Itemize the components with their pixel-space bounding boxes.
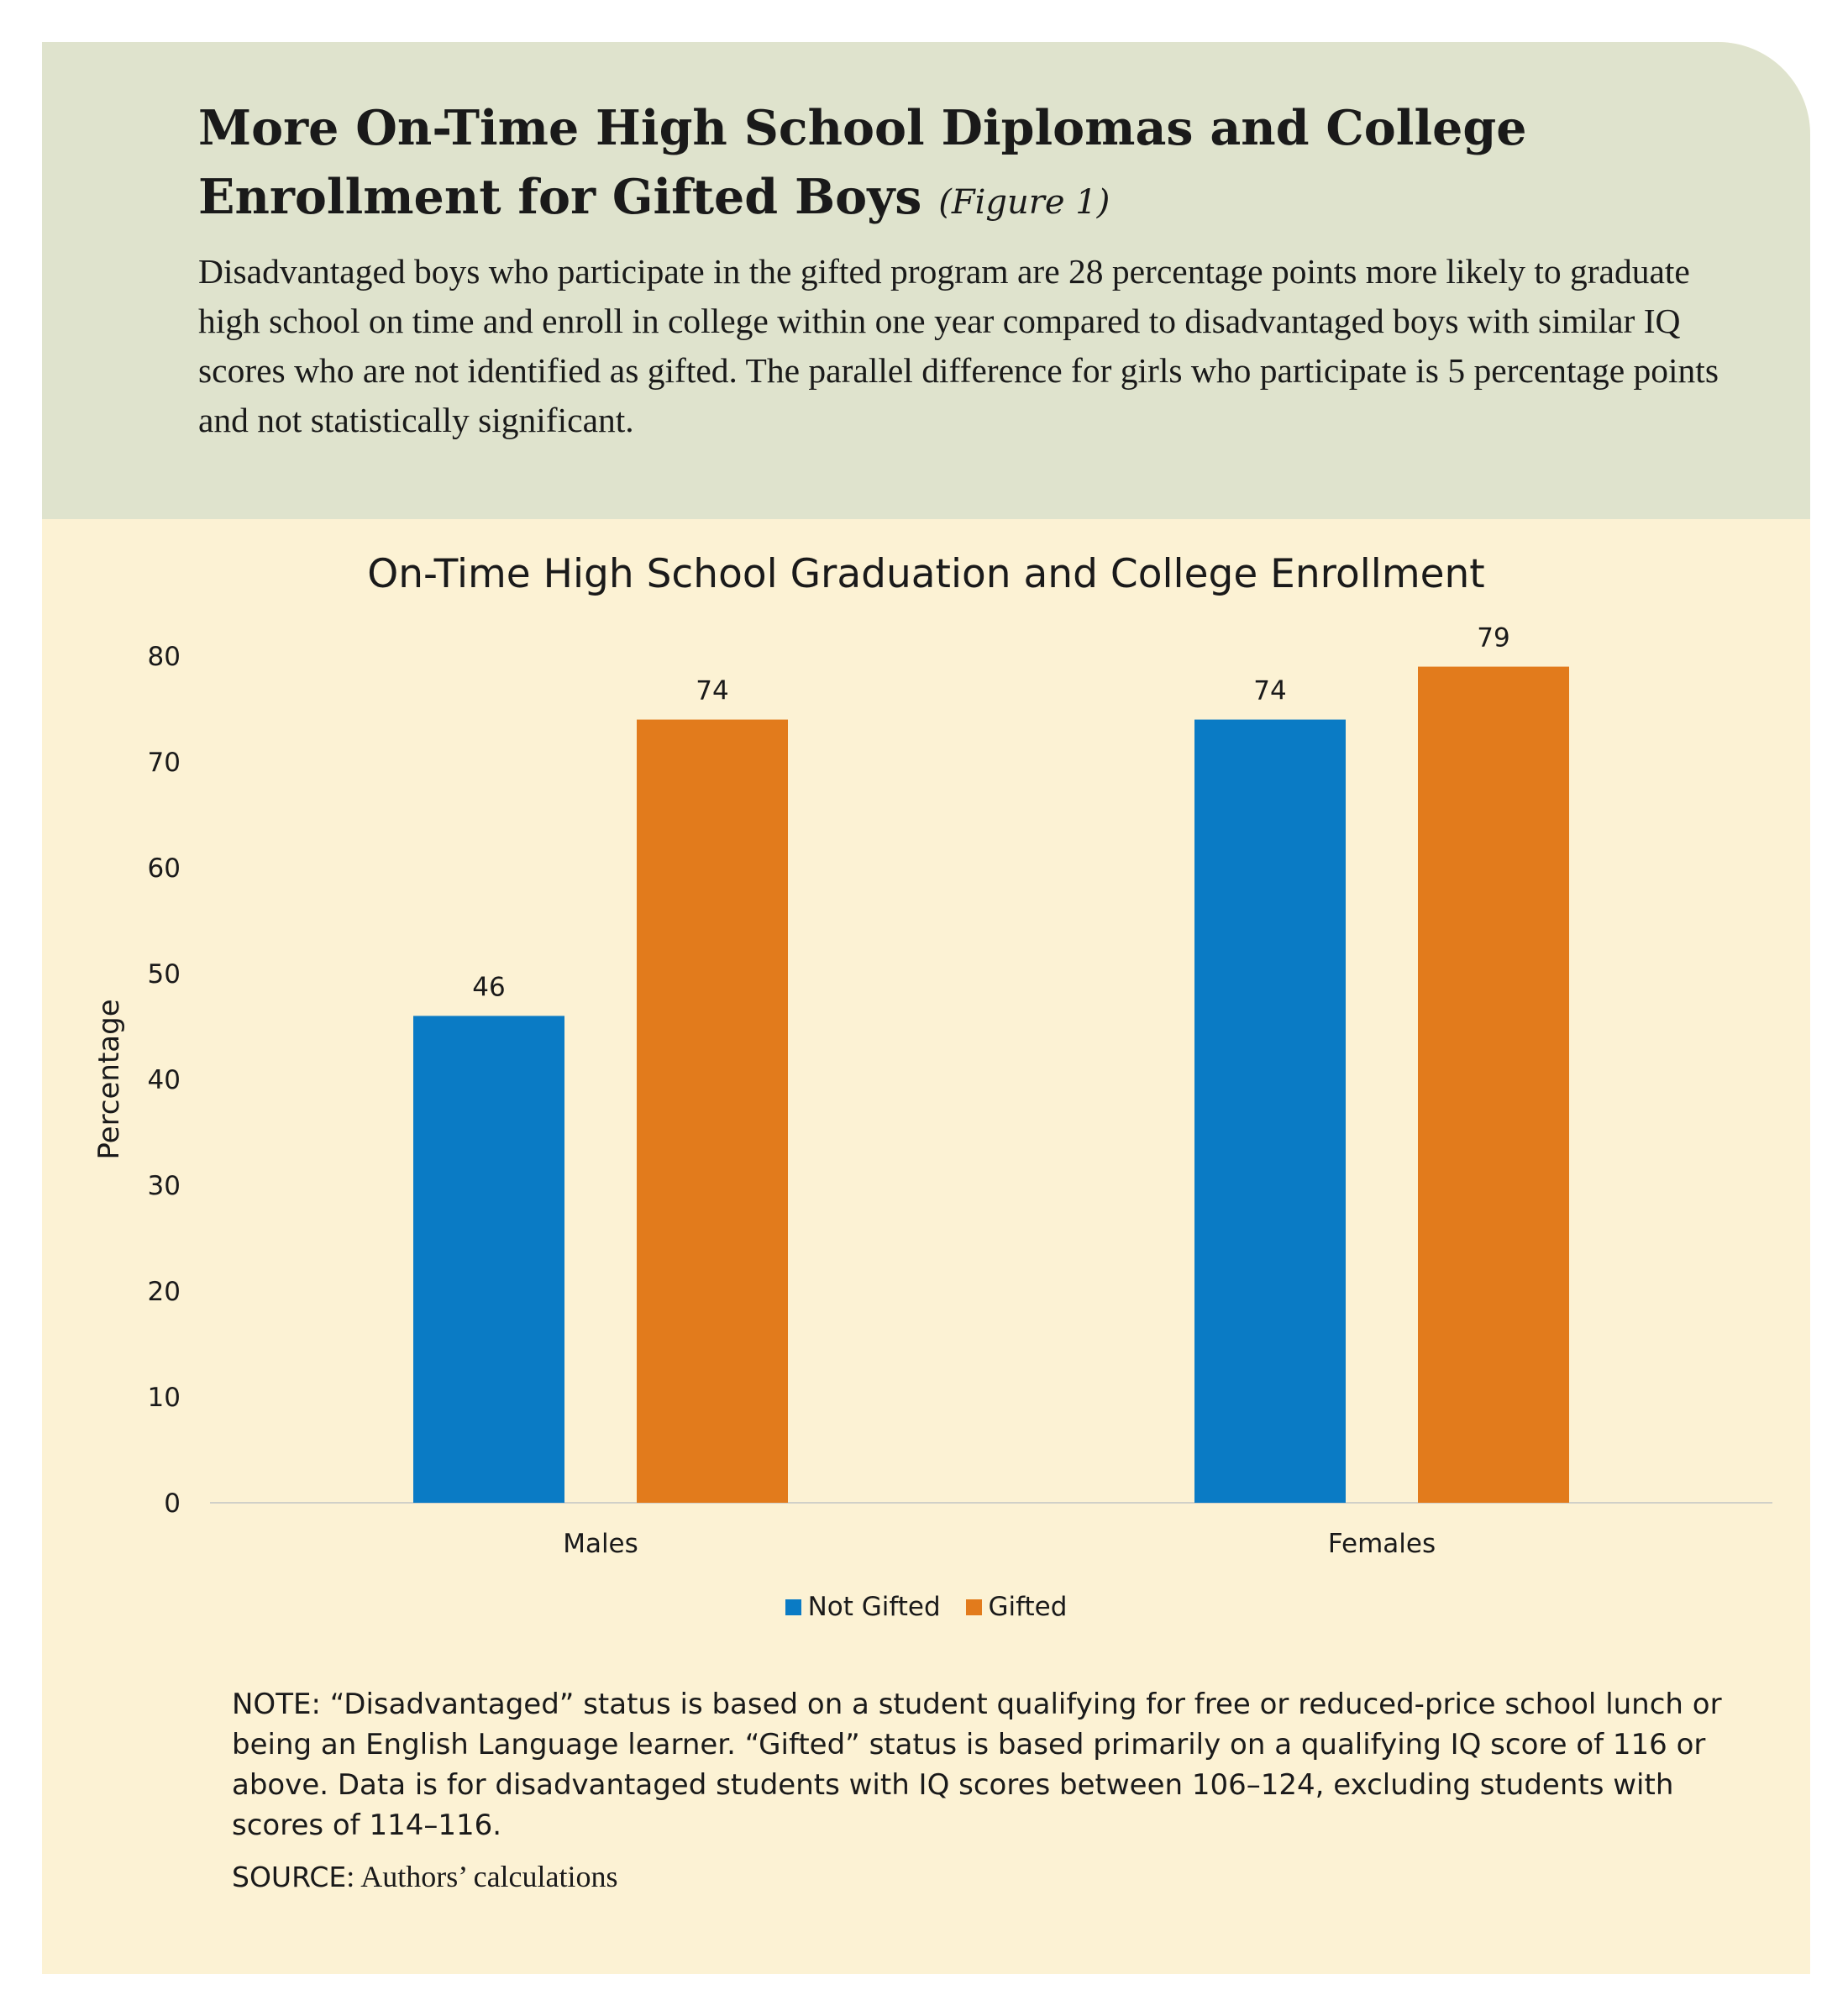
bar-not-gifted-females (1194, 719, 1346, 1503)
figure-header: More On-Time High School Diplomas and Co… (42, 42, 1810, 519)
figure-description: Disadvantaged boys who participate in th… (198, 252, 1719, 439)
data-label: 74 (1253, 676, 1286, 706)
figure-note: NOTE: “Disadvantaged” status is based on… (232, 1688, 1722, 1842)
y-tick-label: 70 (148, 748, 181, 778)
bar-gifted-females (1418, 666, 1569, 1503)
y-tick-label: 30 (148, 1171, 181, 1201)
figure-title: More On-Time High School Diplomas and Co… (198, 94, 1727, 237)
x-category-label: Males (563, 1529, 638, 1559)
source-label: SOURCE (232, 1861, 347, 1893)
bar-chart: 0 10 20 30 40 50 60 70 80 Percentage 46 74 Males 74 79… (92, 623, 1772, 1559)
legend-swatch-not-gifted (785, 1599, 801, 1615)
figure-source: SOURCE: Authors’ calculations (232, 1859, 1660, 1894)
y-tick-label: 60 (148, 853, 181, 884)
figure-title-text: More On-Time High School Diplomas and Co… (198, 100, 1527, 225)
chart-legend: Not Gifted Gifted (42, 1592, 1810, 1622)
bar-not-gifted-males (413, 1016, 564, 1503)
y-axis-title: Percentage (92, 999, 126, 1159)
y-tick-label: 80 (148, 642, 181, 672)
y-tick-label: 40 (148, 1065, 181, 1095)
data-label: 74 (696, 676, 728, 706)
y-tick-label: 0 (164, 1488, 181, 1519)
data-label: 79 (1477, 623, 1509, 654)
x-category-label: Females (1328, 1529, 1436, 1559)
chart-title: On-Time High School Graduation and Colle… (367, 551, 1485, 597)
y-tick-label: 20 (148, 1277, 181, 1307)
source-text: : Authors’ calculations (346, 1860, 618, 1893)
legend-label-gifted: Gifted (988, 1592, 1068, 1622)
figure-panel: More On-Time High School Diplomas and Co… (42, 42, 1810, 1974)
bar-gifted-males (637, 719, 788, 1503)
y-tick-label: 50 (148, 959, 181, 990)
data-label: 46 (472, 972, 505, 1002)
figure-reference: (Figure 1) (938, 183, 1110, 222)
legend-label-not-gifted: Not Gifted (807, 1592, 941, 1622)
legend-item-not-gifted: Not Gifted (785, 1592, 941, 1622)
legend-swatch-gifted (965, 1599, 982, 1615)
y-tick-label: 10 (148, 1383, 181, 1413)
legend-item-gifted: Gifted (965, 1592, 1068, 1622)
